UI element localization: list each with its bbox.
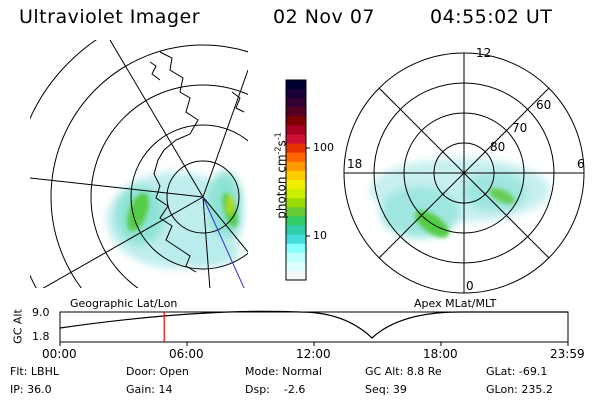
info-flt: Flt: LBHL [10, 365, 59, 378]
colorbar-segment [286, 180, 306, 190]
magnetic-polar-plot [343, 52, 585, 294]
timeline-axis-label: GC Alt [11, 309, 25, 344]
info-dsp: Dsp: -2.6 [245, 383, 306, 396]
info-glat: GLat: -69.1 [486, 365, 548, 378]
aurora-peak-left [127, 192, 238, 232]
colorbar-segment [286, 270, 306, 281]
colorbar-tick-10: 10 [313, 229, 327, 242]
mlt-label-6: 6 [577, 157, 585, 171]
colorbar-segment [286, 198, 306, 208]
sub-satellite-line [202, 196, 245, 288]
colorbar-segment [286, 107, 306, 117]
time-label: 04:55:02 UT [430, 6, 553, 28]
colorbar-tick-100: 100 [313, 141, 334, 154]
colorbar-segment [286, 170, 306, 181]
mlt-label-12: 12 [476, 46, 492, 60]
colorbar-segment [286, 207, 306, 217]
geographic-map [30, 40, 248, 288]
colorbar-segment [286, 116, 306, 126]
right-panel-caption: Apex MLat/MLT [414, 297, 497, 310]
left-panel-caption: Geographic Lat/Lon [70, 297, 178, 310]
colorbar-segment [286, 261, 306, 272]
info-mode: Mode: Normal [245, 365, 322, 378]
timeline-xtick-2: 12:00 [296, 347, 331, 361]
colorbar-segment [286, 252, 306, 263]
mlt-label-0: 0 [466, 279, 474, 293]
timeline-xtick-3: 18:00 [423, 347, 458, 361]
mlt-spokes [344, 53, 584, 293]
colorbar-segment [286, 161, 306, 172]
timeline-ytick-high: 9.0 [32, 306, 50, 319]
colorbar-unit-label: photon cm-2s-1 [273, 132, 289, 219]
colorbar-segment [286, 234, 306, 245]
coastline-east [231, 91, 245, 113]
timeline-xtick-0: 00:00 [42, 347, 77, 361]
altitude-curve [59, 310, 568, 339]
lat-label-70: 70 [512, 121, 528, 135]
colorbar-segment [286, 125, 306, 136]
date-label: 02 Nov 07 [273, 6, 376, 28]
lat-circles-left [30, 40, 248, 288]
lat-label-60: 60 [536, 98, 552, 112]
coastline [153, 51, 199, 273]
colorbar-segment [286, 143, 306, 154]
colorbar-segment [286, 243, 306, 254]
coastline-island [149, 61, 161, 81]
info-ip: IP: 36.0 [10, 383, 52, 396]
info-glon: GLon: 235.2 [486, 383, 553, 396]
meridians-left [30, 40, 248, 288]
info-gc-alt: GC Alt: 8.8 Re [365, 365, 442, 378]
colorbar-segment [286, 98, 306, 108]
colorbar-segment [286, 89, 306, 99]
colorbar [285, 79, 310, 281]
timeline-plot [59, 310, 569, 346]
colorbar-segment [286, 80, 306, 90]
timeline-xtick-4: 23:59 [550, 347, 585, 361]
colorbar-segment [286, 152, 306, 163]
colorbar-segment [286, 134, 306, 145]
info-gain: Gain: 14 [126, 383, 173, 396]
timeline-xtick-1: 06:00 [169, 347, 204, 361]
info-door: Door: Open [126, 365, 189, 378]
mlt-label-18: 18 [347, 157, 363, 171]
info-seq: Seq: 39 [365, 383, 407, 396]
aurora-emission-right [370, 158, 550, 238]
colorbar-segment [286, 216, 306, 226]
instrument-title: Ultraviolet Imager [19, 6, 201, 28]
colorbar-segment [286, 225, 306, 236]
timeline-ytick-low: 1.8 [32, 330, 50, 343]
lat-label-80: 80 [490, 140, 506, 154]
colorbar-segment [286, 189, 306, 199]
